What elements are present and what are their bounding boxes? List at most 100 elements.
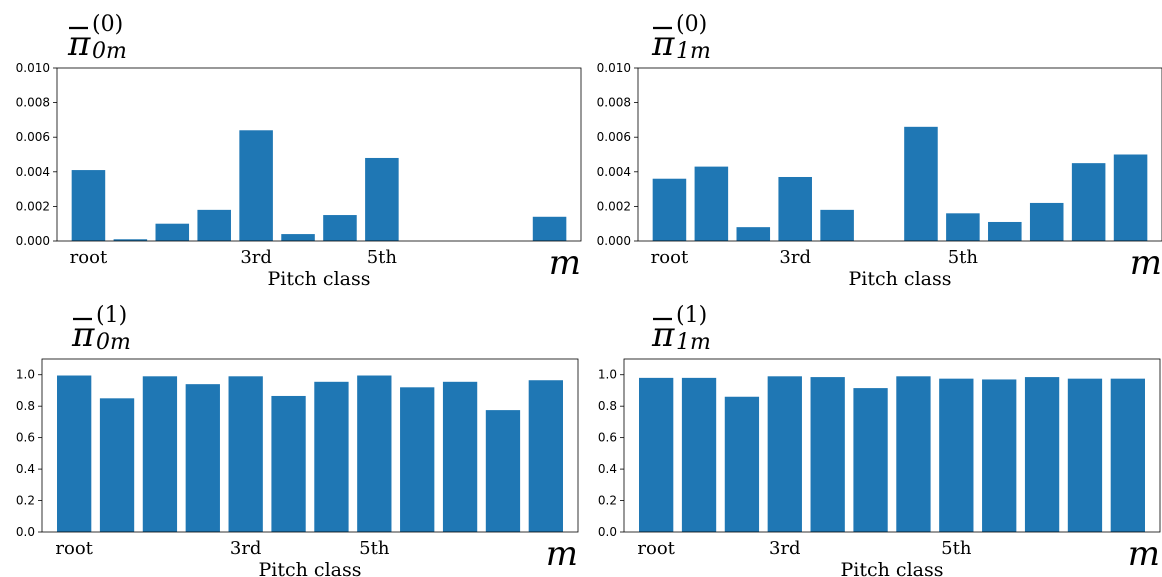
x-tick-label: root [637, 538, 675, 559]
bar [681, 377, 717, 532]
x-tick-label: root [651, 247, 689, 268]
y-tick-label: 0.002 [597, 199, 631, 213]
chart-title: π (0)0m [67, 12, 127, 64]
bar [323, 215, 357, 241]
y-tick-label: 0.010 [16, 61, 50, 75]
bar [314, 381, 349, 532]
y-tick-label: 0.6 [16, 431, 35, 445]
y-tick-label: 0.6 [598, 431, 617, 445]
bar [155, 223, 190, 241]
bar [185, 384, 220, 532]
title-superscript: (1) [676, 303, 707, 328]
bar [281, 234, 315, 241]
bar [400, 387, 435, 532]
bar [939, 378, 974, 532]
x-tick-label: root [55, 538, 93, 559]
y-tick-label: 0.008 [597, 96, 631, 110]
bar [239, 130, 273, 241]
bar [1113, 154, 1148, 241]
x-axis-label: Pitch class [259, 559, 362, 577]
x-tick-label: 3rd [779, 247, 811, 268]
y-tick-label: 0.8 [16, 399, 35, 413]
title-superscript: (0) [92, 12, 123, 37]
bar [1110, 378, 1145, 532]
bar [778, 176, 812, 241]
bar [99, 398, 135, 532]
y-tick-label: 0.0 [16, 525, 35, 539]
bar [853, 388, 888, 532]
title-subscript: 1m [676, 39, 711, 64]
title-subscript: 1m [676, 330, 711, 355]
chart-panel-0: 0.000 0.002 0.004 0.006 0.008 0.010 root 3rd 5th… [16, 12, 582, 290]
bar [694, 166, 729, 241]
bar [904, 126, 938, 241]
y-tick-label: 0.004 [16, 165, 50, 179]
bar [820, 209, 854, 241]
axes-frame [623, 358, 1161, 533]
title-superscript: (1) [96, 303, 127, 328]
bar [113, 239, 148, 241]
axes-frame [56, 67, 582, 242]
title-subscript: 0m [96, 330, 131, 355]
bar [1071, 163, 1106, 241]
bar [442, 381, 478, 532]
y-tick-label: 0.8 [598, 399, 617, 413]
y-tick-label: 0.002 [16, 199, 50, 213]
axis-symbol: m [1130, 243, 1162, 283]
title-base: π [651, 24, 675, 64]
chart-title: π (0)1m [651, 12, 711, 64]
x-axis-label: Pitch class [268, 268, 371, 290]
x-tick-label: 5th [359, 538, 390, 559]
y-tick-label: 0.004 [597, 165, 631, 179]
bar [652, 178, 687, 241]
x-tick-label: 5th [941, 538, 972, 559]
bar [946, 213, 980, 241]
title-base: π [71, 315, 95, 355]
chart-panel-1: 0.000 0.002 0.004 0.006 0.008 0.010 root 3rd 5th… [597, 12, 1162, 290]
bar [896, 376, 931, 532]
bar [142, 376, 178, 532]
y-tick-label: 0.4 [598, 462, 617, 476]
bar [1024, 377, 1060, 532]
bar [736, 227, 771, 241]
y-tick-label: 0.008 [16, 96, 50, 110]
y-tick-label: 0.010 [597, 61, 631, 75]
bar [1067, 378, 1103, 532]
title-base: π [651, 315, 675, 355]
y-tick-label: 1.0 [598, 368, 617, 382]
title-subscript: 0m [92, 39, 127, 64]
x-axis-label: Pitch class [841, 559, 944, 577]
y-tick-label: 0.000 [597, 234, 631, 248]
y-tick-label: 0.006 [597, 130, 631, 144]
bar [57, 375, 92, 532]
bar [810, 377, 845, 532]
bar [528, 380, 563, 532]
x-tick-label: 5th [367, 247, 398, 268]
x-tick-label: 5th [948, 247, 979, 268]
x-tick-label: 3rd [240, 247, 272, 268]
chart-title: π (1)1m [651, 303, 711, 355]
bar [639, 377, 674, 532]
axes-frame [637, 67, 1162, 242]
bar [228, 376, 263, 532]
bar [357, 375, 392, 532]
y-tick-label: 1.0 [16, 368, 35, 382]
bar [365, 157, 399, 241]
axis-symbol: m [549, 243, 581, 283]
bar [485, 410, 521, 532]
x-tick-label: 3rd [769, 538, 801, 559]
bar [988, 221, 1022, 241]
bar [197, 209, 231, 241]
bar [532, 216, 567, 241]
bar [724, 396, 760, 532]
bar [271, 395, 306, 532]
y-tick-label: 0.0 [598, 525, 617, 539]
y-tick-label: 0.2 [598, 494, 617, 508]
x-axis-label: Pitch class [849, 268, 952, 290]
x-tick-label: 3rd [230, 538, 262, 559]
y-tick-label: 0.006 [16, 130, 50, 144]
title-superscript: (0) [676, 12, 707, 37]
y-tick-label: 0.000 [16, 234, 50, 248]
